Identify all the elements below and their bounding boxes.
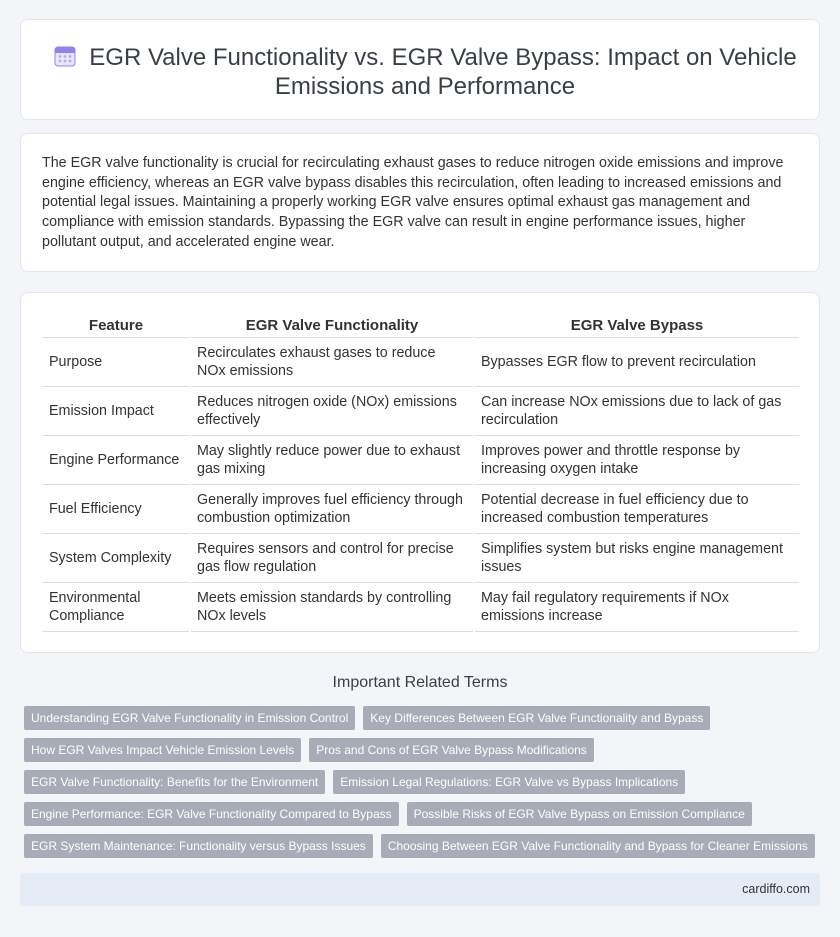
table-cell-feature: System Complexity xyxy=(43,533,190,583)
tag-row: Understanding EGR Valve Functionality in… xyxy=(24,706,824,730)
table-row: Emission Impact Reduces nitrogen oxide (… xyxy=(43,386,799,436)
table-cell-feature: Environmental Compliance xyxy=(43,582,190,632)
table-cell-functionality: May slightly reduce power due to exhaust… xyxy=(189,435,474,485)
tag-row: EGR Valve Functionality: Benefits for th… xyxy=(24,770,824,794)
comparison-table-card: Feature EGR Valve Functionality EGR Valv… xyxy=(20,292,820,653)
table-row: Purpose Recirculates exhaust gases to re… xyxy=(43,337,799,387)
footer-site-name: cardiffo.com xyxy=(742,882,810,896)
table-cell-bypass: Improves power and throttle response by … xyxy=(473,435,799,485)
table-row: Environmental Compliance Meets emission … xyxy=(43,582,799,632)
table-cell-feature: Engine Performance xyxy=(43,435,190,485)
related-term-tag[interactable]: How EGR Valves Impact Vehicle Emission L… xyxy=(24,738,302,762)
table-cell-functionality: Recirculates exhaust gases to reduce NOx… xyxy=(189,337,474,387)
table-cell-bypass: Can increase NOx emissions due to lack o… xyxy=(473,386,799,436)
related-terms-heading: Important Related Terms xyxy=(332,674,508,691)
related-term-tag[interactable]: Pros and Cons of EGR Valve Bypass Modifi… xyxy=(309,738,594,762)
related-term-tag[interactable]: Engine Performance: EGR Valve Functional… xyxy=(24,802,399,826)
related-terms-list: Understanding EGR Valve Functionality in… xyxy=(24,706,824,866)
related-term-tag[interactable]: Understanding EGR Valve Functionality in… xyxy=(24,706,356,730)
related-term-tag[interactable]: EGR Valve Functionality: Benefits for th… xyxy=(24,770,326,794)
tag-row: EGR System Maintenance: Functionality ve… xyxy=(24,834,824,858)
table-cell-functionality: Reduces nitrogen oxide (NOx) emissions e… xyxy=(189,386,474,436)
table-cell-bypass: May fail regulatory requirements if NOx … xyxy=(473,582,799,632)
table-row: System Complexity Requires sensors and c… xyxy=(43,533,799,583)
table-cell-functionality: Generally improves fuel efficiency throu… xyxy=(189,484,474,534)
page-title-text: EGR Valve Functionality vs. EGR Valve By… xyxy=(89,44,797,100)
table-cell-feature: Fuel Efficiency xyxy=(43,484,190,534)
calendar-icon xyxy=(53,44,77,68)
title-wrap: EGR Valve Functionality vs. EGR Valve By… xyxy=(51,43,799,101)
table-header-row: Feature EGR Valve Functionality EGR Valv… xyxy=(43,315,799,338)
tag-row: How EGR Valves Impact Vehicle Emission L… xyxy=(24,738,824,762)
table-cell-functionality: Meets emission standards by controlling … xyxy=(189,582,474,632)
column-header-egr-functionality: EGR Valve Functionality xyxy=(189,315,474,338)
table-cell-bypass: Simplifies system but risks engine manag… xyxy=(473,533,799,583)
table-row: Engine Performance May slightly reduce p… xyxy=(43,435,799,485)
column-header-feature: Feature xyxy=(43,315,190,338)
comparison-table: Feature EGR Valve Functionality EGR Valv… xyxy=(43,315,799,632)
related-term-tag[interactable]: Emission Legal Regulations: EGR Valve vs… xyxy=(333,770,686,794)
header-card: EGR Valve Functionality vs. EGR Valve By… xyxy=(20,19,820,120)
column-header-egr-bypass: EGR Valve Bypass xyxy=(473,315,799,338)
intro-card: The EGR valve functionality is crucial f… xyxy=(20,133,820,272)
table-row: Fuel Efficiency Generally improves fuel … xyxy=(43,484,799,534)
tag-row: Engine Performance: EGR Valve Functional… xyxy=(24,802,824,826)
related-term-tag[interactable]: Choosing Between EGR Valve Functionality… xyxy=(380,834,815,858)
related-term-tag[interactable]: Key Differences Between EGR Valve Functi… xyxy=(363,706,711,730)
page-title: EGR Valve Functionality vs. EGR Valve By… xyxy=(51,43,799,101)
footer: cardiffo.com xyxy=(20,873,820,906)
table-cell-bypass: Bypasses EGR flow to prevent recirculati… xyxy=(473,337,799,387)
related-term-tag[interactable]: EGR System Maintenance: Functionality ve… xyxy=(24,834,373,858)
table-cell-feature: Emission Impact xyxy=(43,386,190,436)
table-cell-feature: Purpose xyxy=(43,337,190,387)
related-term-tag[interactable]: Possible Risks of EGR Valve Bypass on Em… xyxy=(406,802,752,826)
table-cell-bypass: Potential decrease in fuel efficiency du… xyxy=(473,484,799,534)
intro-paragraph: The EGR valve functionality is crucial f… xyxy=(42,155,784,250)
table-cell-functionality: Requires sensors and control for precise… xyxy=(189,533,474,583)
